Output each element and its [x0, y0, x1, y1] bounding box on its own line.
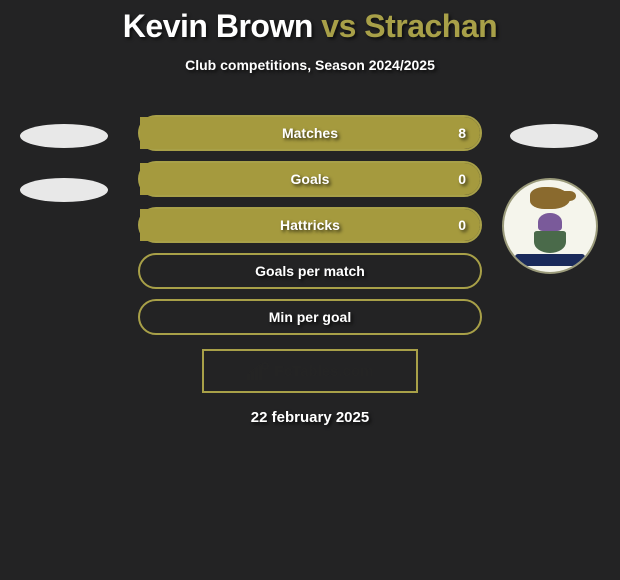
stat-value-right: 0 — [458, 217, 466, 233]
stat-row-matches: Matches 8 — [138, 115, 482, 151]
placeholder-oval-icon — [20, 124, 108, 148]
stats-list: Matches 8 Goals 0 Hattricks 0 Goals per … — [138, 115, 482, 335]
badge-ribbon-icon — [515, 254, 585, 266]
badge-thistle-icon — [531, 213, 569, 253]
player1-name: Kevin Brown — [123, 8, 313, 44]
subtitle: Club competitions, Season 2024/2025 — [185, 57, 435, 73]
stat-row-goals: Goals 0 — [138, 161, 482, 197]
placeholder-oval-icon — [20, 178, 108, 202]
page-title: Kevin Brown vs Strachan — [123, 8, 497, 45]
player2-avatar-placeholder — [510, 124, 598, 178]
stat-label: Goals — [291, 171, 330, 187]
vs-text: vs — [321, 8, 356, 44]
stat-row-min-per-goal: Min per goal — [138, 299, 482, 335]
player2-name: Strachan — [364, 8, 497, 44]
stat-row-hattricks: Hattricks 0 — [138, 207, 482, 243]
club-badge-icon — [502, 178, 598, 274]
stat-label: Goals per match — [255, 263, 365, 279]
stat-label: Matches — [282, 125, 338, 141]
stat-value-right: 8 — [458, 125, 466, 141]
stat-label: Min per goal — [269, 309, 351, 325]
stat-value-right: 0 — [458, 171, 466, 187]
stat-label: Hattricks — [280, 217, 340, 233]
badge-bird-icon — [530, 187, 570, 209]
placeholder-oval-icon — [510, 124, 598, 148]
player1-avatar-placeholder — [20, 124, 108, 232]
brand-chart-icon — [247, 362, 269, 380]
stat-row-goals-per-match: Goals per match — [138, 253, 482, 289]
date-text: 22 february 2025 — [251, 409, 369, 426]
brand-box[interactable]: FcTables.com — [202, 349, 418, 393]
brand-text: FcTables.com — [275, 363, 374, 380]
